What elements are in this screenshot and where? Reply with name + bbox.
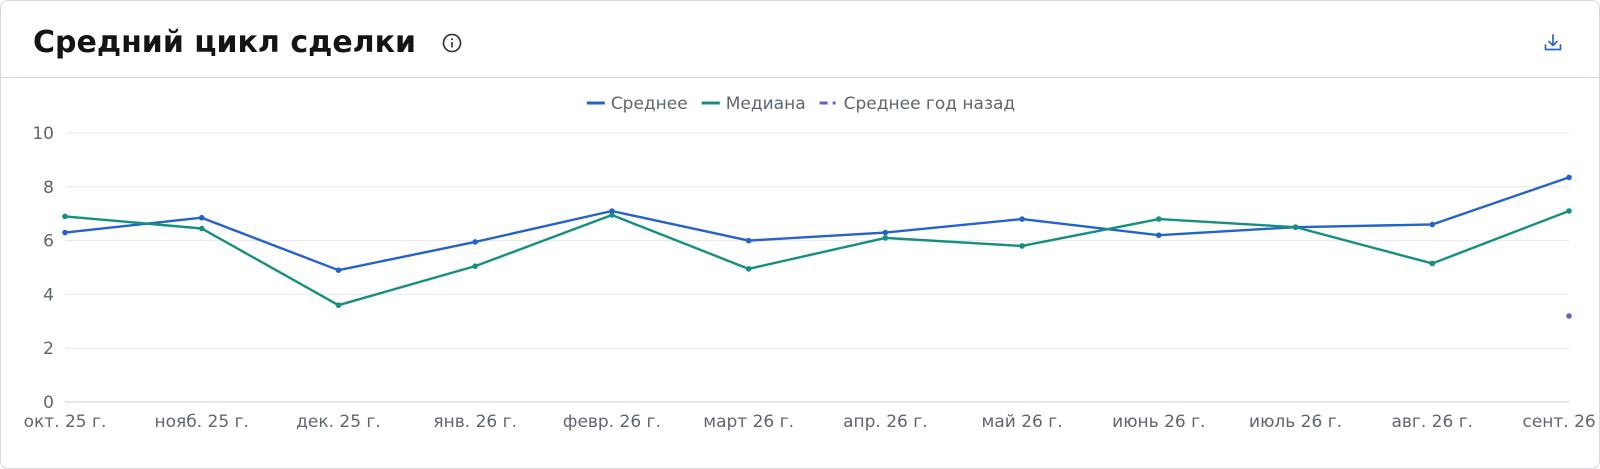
x-tick-label: февр. 26 г. <box>563 412 661 432</box>
legend-item[interactable]: Среднее год назад <box>819 94 1016 114</box>
series-1 <box>62 174 1572 273</box>
data-point[interactable] <box>62 229 68 236</box>
info-circle-icon[interactable] <box>441 32 463 54</box>
x-tick-label: нояб. 25 г. <box>155 412 249 432</box>
series-line <box>63 209 1571 307</box>
y-tick-label: 2 <box>43 339 54 359</box>
data-point[interactable] <box>62 213 68 220</box>
data-point[interactable] <box>198 214 205 221</box>
x-tick-label: сент. 26 г. <box>1522 412 1599 432</box>
chart-legend: Среднее Медиана Среднее год назад <box>586 94 1016 114</box>
data-point[interactable] <box>1156 216 1162 222</box>
series-3 <box>1566 313 1572 319</box>
data-point[interactable] <box>1019 243 1025 249</box>
data-point[interactable] <box>198 225 205 232</box>
x-tick-label: июнь 26 г. <box>1112 412 1205 432</box>
y-tick-label: 6 <box>43 232 54 252</box>
y-tick-label: 10 <box>32 124 54 144</box>
x-tick-label: авг. 26 г. <box>1391 412 1473 432</box>
x-tick-label: май 26 г. <box>982 412 1063 432</box>
x-tick-label: дек. 25 г. <box>296 412 381 432</box>
y-tick-label: 4 <box>43 285 54 305</box>
legend-label: Среднее <box>611 94 688 114</box>
download-button[interactable] <box>1539 29 1567 57</box>
legend-label: Медиана <box>726 94 806 114</box>
y-tick-label: 0 <box>43 393 54 413</box>
line-chart: Среднее Медиана Среднее год назад 0246810 … <box>24 94 1599 432</box>
data-point[interactable] <box>335 267 342 273</box>
data-point[interactable] <box>472 239 478 245</box>
card-header: Средний цикл сделки <box>1 1 1599 78</box>
download-icon <box>1544 34 1562 51</box>
data-point[interactable] <box>1292 224 1299 230</box>
data-point[interactable] <box>1566 174 1572 181</box>
x-tick-label: март 26 г. <box>703 412 794 432</box>
data-point[interactable] <box>609 208 615 214</box>
data-point[interactable] <box>1566 313 1572 319</box>
series-2 <box>62 208 1572 308</box>
y-axis: 0 2 4 6 8 10 <box>32 124 54 413</box>
data-point[interactable] <box>1156 232 1162 239</box>
series-line <box>63 176 1571 272</box>
data-point[interactable] <box>882 235 889 241</box>
data-point[interactable] <box>882 229 889 236</box>
x-tick-label: апр. 26 г. <box>843 412 928 432</box>
chart-grid <box>65 132 1569 403</box>
data-point[interactable] <box>745 266 752 272</box>
legend-item[interactable]: Медиана <box>701 94 806 114</box>
data-point[interactable] <box>1429 221 1436 228</box>
data-point[interactable] <box>1429 260 1436 267</box>
data-point[interactable] <box>609 212 615 218</box>
legend-item[interactable]: Среднее <box>586 94 688 114</box>
chart-title: Средний цикл сделки <box>33 25 417 60</box>
x-tick-label: июль 26 г. <box>1249 412 1342 432</box>
data-point[interactable] <box>335 302 342 308</box>
x-axis: окт. 25 г. нояб. 25 г. дек. 25 г. янв. 26 г… <box>24 412 1599 432</box>
x-tick-label: окт. 25 г. <box>24 412 107 432</box>
x-tick-label: янв. 26 г. <box>433 412 517 432</box>
legend-label: Среднее год назад <box>844 94 1016 114</box>
data-point[interactable] <box>745 237 752 244</box>
data-point[interactable] <box>1019 216 1025 222</box>
y-tick-label: 8 <box>43 178 54 198</box>
chart-series <box>62 174 1572 319</box>
data-point[interactable] <box>472 263 478 269</box>
data-point[interactable] <box>1566 208 1572 214</box>
